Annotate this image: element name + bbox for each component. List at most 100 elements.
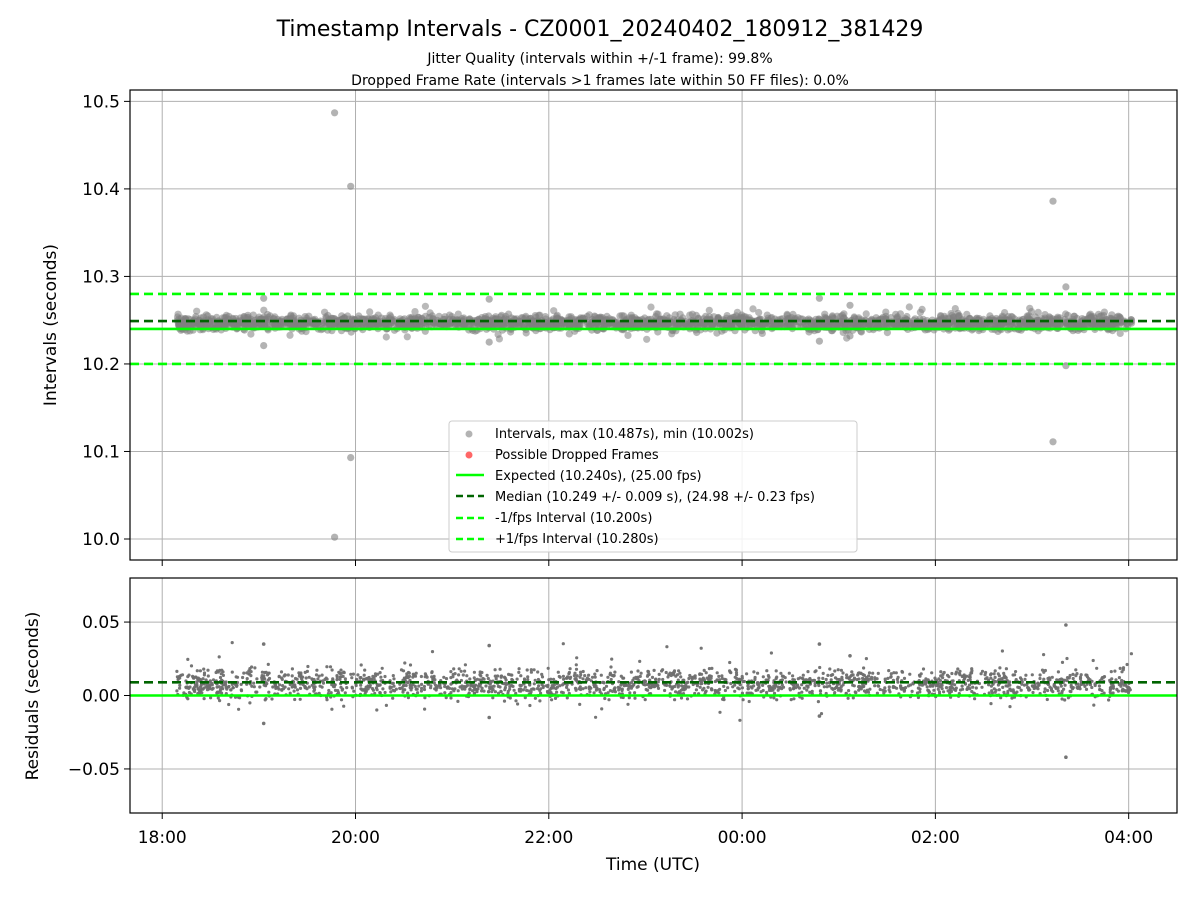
residuals-point bbox=[1117, 676, 1121, 680]
residuals-point bbox=[217, 685, 221, 689]
residuals-point bbox=[526, 675, 530, 679]
residuals-point bbox=[877, 684, 881, 688]
intervals-point bbox=[1093, 321, 1101, 329]
residuals-point bbox=[401, 690, 405, 694]
intervals-point bbox=[893, 313, 902, 321]
intervals-point bbox=[247, 330, 255, 338]
residuals-point bbox=[870, 675, 874, 680]
residuals-point bbox=[737, 677, 741, 681]
residuals-point bbox=[277, 674, 281, 679]
residuals-point bbox=[338, 677, 342, 682]
residuals-point bbox=[536, 670, 540, 674]
intervals-y-tick-label: 10.5 bbox=[82, 92, 120, 112]
residuals-point bbox=[1118, 666, 1122, 671]
intervals-point bbox=[1116, 329, 1124, 337]
residuals-point bbox=[836, 668, 840, 672]
residuals-point bbox=[887, 688, 891, 692]
residuals-point bbox=[579, 673, 583, 677]
residuals-point bbox=[496, 674, 500, 678]
residuals-point bbox=[1119, 684, 1123, 688]
residuals-point bbox=[581, 677, 585, 681]
residuals-point bbox=[1076, 682, 1080, 686]
residuals-point bbox=[657, 677, 661, 681]
residuals-point bbox=[260, 670, 264, 674]
residuals-point bbox=[653, 683, 657, 687]
intervals-point bbox=[498, 311, 506, 319]
residuals-point bbox=[704, 689, 708, 693]
residuals-point bbox=[756, 681, 760, 685]
residuals-point bbox=[652, 668, 656, 673]
intervals-point bbox=[260, 306, 268, 314]
residuals-point bbox=[752, 684, 756, 688]
residuals-point bbox=[650, 675, 655, 680]
residuals-point bbox=[1032, 684, 1037, 688]
residuals-point bbox=[457, 673, 461, 677]
residuals-point bbox=[503, 688, 507, 692]
residuals-point bbox=[845, 673, 849, 677]
residuals-point bbox=[566, 688, 571, 692]
residuals-point bbox=[979, 672, 983, 676]
intervals-outlier-point bbox=[1049, 438, 1057, 446]
residuals-point bbox=[366, 687, 370, 691]
residuals-point bbox=[902, 676, 907, 681]
residuals-point bbox=[726, 686, 730, 690]
residuals-point bbox=[283, 673, 287, 677]
residuals-point bbox=[857, 688, 861, 692]
residuals-point bbox=[538, 699, 542, 703]
chart-subtitle-dropped: Dropped Frame Rate (intervals >1 frames … bbox=[351, 73, 849, 89]
residuals-point bbox=[287, 687, 291, 691]
residuals-point bbox=[908, 672, 912, 676]
residuals-point bbox=[496, 691, 501, 695]
residuals-point bbox=[920, 683, 925, 687]
residuals-point bbox=[350, 686, 354, 690]
residuals-point bbox=[255, 677, 259, 681]
residuals-point bbox=[787, 671, 791, 675]
residuals-point bbox=[391, 674, 395, 678]
residuals-point bbox=[817, 676, 821, 680]
residuals-point bbox=[578, 685, 582, 689]
residuals-point bbox=[800, 696, 804, 700]
intervals-point bbox=[635, 321, 643, 329]
residuals-point bbox=[661, 677, 665, 682]
residuals-point bbox=[792, 678, 797, 682]
residuals-point bbox=[565, 683, 569, 687]
residuals-point bbox=[633, 691, 637, 695]
residuals-point bbox=[298, 697, 302, 701]
intervals-point bbox=[907, 319, 916, 328]
residuals-point bbox=[530, 687, 534, 692]
residuals-point bbox=[798, 676, 802, 680]
residuals-point bbox=[315, 668, 319, 672]
residuals-point bbox=[677, 669, 681, 673]
residuals-point bbox=[999, 696, 1003, 700]
residuals-point bbox=[857, 677, 861, 681]
residuals-point bbox=[239, 688, 243, 692]
residuals-point bbox=[442, 675, 446, 679]
intervals-point bbox=[441, 313, 449, 321]
residuals-point bbox=[864, 657, 869, 661]
residuals-point bbox=[1068, 689, 1072, 693]
residuals-point bbox=[498, 685, 502, 689]
residuals-point bbox=[304, 676, 308, 680]
residuals-point bbox=[514, 699, 518, 703]
intervals-outlier-point bbox=[815, 294, 824, 302]
residuals-point bbox=[208, 679, 212, 683]
residuals-point bbox=[539, 687, 543, 691]
intervals-point bbox=[366, 308, 374, 316]
residuals-point bbox=[525, 668, 529, 672]
residuals-outlier-point bbox=[487, 715, 492, 720]
intervals-outlier-point bbox=[331, 109, 339, 117]
residuals-point bbox=[490, 685, 494, 689]
residuals-point bbox=[218, 699, 222, 703]
residuals-point bbox=[350, 676, 354, 680]
residuals-point bbox=[620, 688, 624, 693]
residuals-point bbox=[415, 687, 419, 691]
residuals-point bbox=[960, 684, 964, 688]
residuals-point bbox=[904, 686, 908, 690]
residuals-point bbox=[740, 691, 745, 695]
residuals-point bbox=[502, 699, 507, 703]
residuals-point bbox=[1113, 669, 1117, 673]
residuals-point bbox=[503, 681, 507, 686]
residuals-point bbox=[731, 685, 735, 689]
residuals-point bbox=[873, 684, 877, 688]
